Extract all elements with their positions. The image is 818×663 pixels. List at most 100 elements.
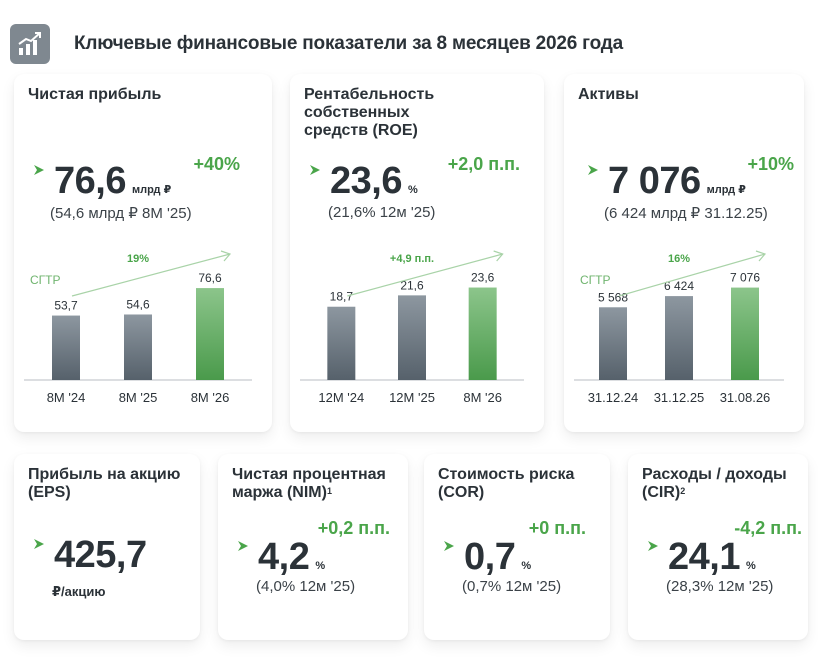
bar-value-label: 53,7 <box>54 299 78 313</box>
cor-card: Стоимость риска (COR) +0 п.п. 0,7 % (0,7… <box>424 454 610 640</box>
bar-value-label: 18,7 <box>330 290 354 304</box>
x-tick-label: 8М '24 <box>47 390 86 405</box>
previous-value: (54,6 млрд ₽ 8М '25) <box>50 205 192 222</box>
previous-value: (0,7% 12м '25) <box>462 578 562 595</box>
delta-value: +40% <box>193 154 240 174</box>
value-number: 7 076 <box>608 160 701 202</box>
bar <box>196 288 224 380</box>
trend-arrow-head <box>755 250 767 262</box>
page-title: Ключевые финансовые показатели за 8 меся… <box>74 33 624 54</box>
value-unit: % <box>315 560 326 572</box>
card-title: Расходы / доходы (CIR)2 <box>642 466 808 502</box>
bar-chart-svg: 5 568 31.12.24 6 424 31.12.25 7 076 31.08.26 1… <box>574 250 784 405</box>
x-tick-label: 8М '26 <box>191 390 230 405</box>
trend-label: 16% <box>668 253 690 265</box>
value-number: 0,7 <box>464 536 516 578</box>
value-unit: млрд ₽ <box>706 184 746 196</box>
page-header: Ключевые финансовые показатели за 8 меся… <box>10 24 623 64</box>
trend-label: +4,9 п.п. <box>390 253 434 265</box>
main-value: 23,6 % <box>308 160 418 203</box>
eps-card: Прибыль на акцию (EPS) 425,7 ₽/акцию <box>14 454 200 640</box>
bar-value-label: 21,6 <box>400 278 424 292</box>
assets-chart: 5 568 31.12.24 6 424 31.12.25 7 076 31.08.26 1… <box>564 244 804 405</box>
value-number: 425,7 <box>54 534 147 576</box>
arrow-up-icon <box>310 165 320 175</box>
card-title: Прибыль на акцию (EPS) <box>28 466 181 501</box>
card-title: Стоимость риска (COR) <box>438 466 575 501</box>
main-value: 76,6 млрд ₽ <box>32 160 171 203</box>
bar-value-label: 6 424 <box>664 279 694 293</box>
value-number: 24,1 <box>668 536 740 578</box>
delta-value: +10% <box>747 154 794 174</box>
card-title: Рентабельность собственных средств (ROE) <box>304 86 435 139</box>
bar <box>468 287 497 380</box>
x-tick-label: 31.12.24 <box>588 390 639 405</box>
main-value: 425,7 <box>32 534 147 577</box>
nim-card: Чистая процентная маржа (NIM)1 +0,2 п.п.… <box>218 454 408 640</box>
growth-chart-icon <box>10 24 50 64</box>
net-profit-card: Чистая прибыль +40% 76,6 млрд ₽ (54,6 мл… <box>14 74 272 432</box>
delta-value: -4,2 п.п. <box>734 518 802 538</box>
card-title-text: Расходы / доходы (CIR) <box>642 466 787 501</box>
card-title-text: Чистая процентная маржа (NIM) <box>232 466 386 501</box>
main-value: 24,1 % <box>646 536 756 579</box>
bar-chart-svg: 53,7 8М '24 54,6 8М '25 76,6 8М '26 19% CГТР <box>24 250 252 405</box>
bar <box>731 287 759 380</box>
cir-card: Расходы / доходы (CIR)2 -4,2 п.п. 24,1 %… <box>628 454 808 640</box>
cagr-label: CГТР <box>580 273 611 287</box>
main-value: 0,7 % <box>442 536 531 579</box>
main-value: 7 076 млрд ₽ <box>586 160 746 203</box>
previous-value: (4,0% 12м '25) <box>256 578 356 595</box>
bar <box>599 307 627 380</box>
trend-label: 19% <box>127 253 149 265</box>
footnote-mark: 2 <box>680 486 686 496</box>
arrow-up-icon <box>34 539 44 549</box>
x-tick-label: 31.12.25 <box>654 390 705 405</box>
bar <box>398 295 426 380</box>
arrow-up-icon <box>34 165 44 175</box>
value-unit: млрд ₽ <box>131 184 172 196</box>
card-title: Активы <box>578 86 639 103</box>
bar <box>665 296 693 380</box>
trend-arrow-head <box>220 250 232 262</box>
previous-value: (21,6% 12м '25) <box>328 204 436 221</box>
trend-arrow-line <box>618 253 766 297</box>
value-number: 4,2 <box>258 536 310 578</box>
net-profit-chart: 53,7 8М '24 54,6 8М '25 76,6 8М '26 19% CГТР <box>14 244 272 405</box>
delta-value: +2,0 п.п. <box>447 154 520 174</box>
bar <box>124 314 152 380</box>
value-unit: ₽/акцию <box>52 584 106 599</box>
bar-value-label: 23,6 <box>471 271 495 285</box>
bar <box>327 306 356 380</box>
trend-arrow-line <box>347 253 503 297</box>
trend-arrow-line <box>71 253 231 297</box>
main-value: 4,2 % <box>236 536 325 579</box>
value-unit: % <box>407 184 418 196</box>
footnote-mark: 1 <box>326 486 332 496</box>
arrow-up-icon <box>444 541 454 551</box>
card-title: Чистая процентная маржа (NIM)1 <box>232 466 408 502</box>
bar-chart-svg: 18,7 12М '24 21,6 12М '25 23,6 8М '26 +4,9 п.п… <box>300 250 524 405</box>
roe-card: Рентабельность собственных средств (ROE)… <box>290 74 544 432</box>
delta-value: +0,2 п.п. <box>317 518 390 538</box>
trend-arrow-head <box>493 250 504 262</box>
bar-value-label: 54,6 <box>126 297 150 311</box>
bar <box>52 315 80 380</box>
value-unit: % <box>745 560 756 572</box>
previous-value: (28,3% 12м '25) <box>666 578 774 595</box>
arrow-up-icon <box>238 541 248 551</box>
x-tick-label: 31.08.26 <box>720 390 771 405</box>
value-unit: % <box>521 560 532 572</box>
bar-value-label: 5 568 <box>598 290 628 304</box>
delta-value: +0 п.п. <box>528 518 586 538</box>
previous-value: (6 424 млрд ₽ 31.12.25) <box>604 205 768 222</box>
arrow-up-icon <box>588 165 598 175</box>
x-tick-label: 12М '25 <box>389 390 435 405</box>
x-tick-label: 8М '26 <box>463 390 502 405</box>
value-number: 76,6 <box>54 160 126 202</box>
cagr-label: CГТР <box>30 273 61 287</box>
value-number: 23,6 <box>330 160 402 202</box>
bar-value-label: 7 076 <box>730 271 760 285</box>
roe-chart: 18,7 12М '24 21,6 12М '25 23,6 8М '26 +4,9 п.п… <box>290 244 544 405</box>
card-title: Чистая прибыль <box>28 86 162 103</box>
